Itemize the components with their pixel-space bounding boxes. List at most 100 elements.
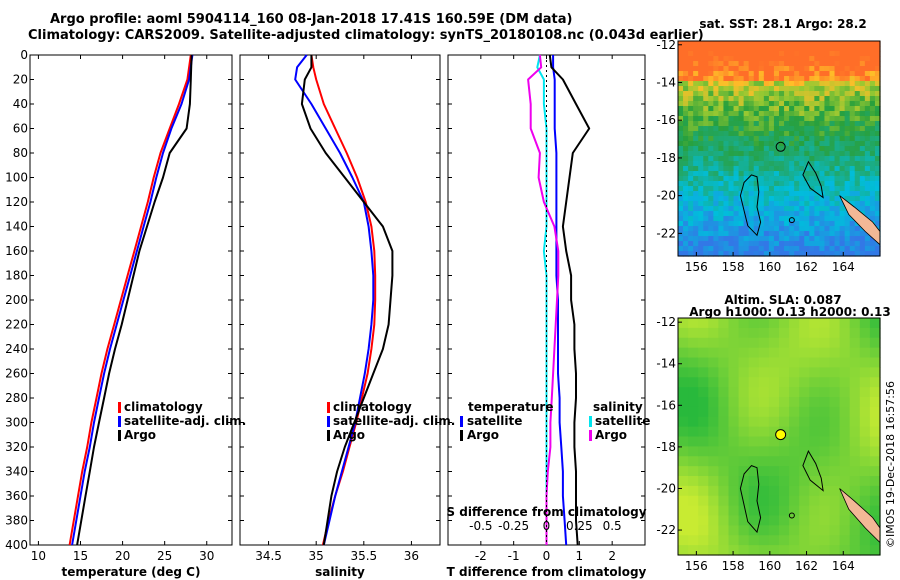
sst-map-cell <box>683 176 689 182</box>
sst-map-cell <box>698 201 704 207</box>
sla-map-cell <box>779 505 790 517</box>
sst-map-cell <box>768 181 775 187</box>
sla-map-cell <box>839 347 851 359</box>
sst-map-cell <box>708 141 714 147</box>
sst-map-cell <box>693 146 699 152</box>
sst-map-cell <box>814 91 820 97</box>
sst-map-cell <box>698 141 704 147</box>
sst-map-cell <box>758 111 765 117</box>
sst-map-cell <box>849 251 856 257</box>
sst-map-cell <box>819 251 826 257</box>
sst-map-cell <box>839 76 846 82</box>
sst-map-cell <box>804 181 810 187</box>
sst-map-cell <box>693 116 699 122</box>
sst-map-cell <box>773 71 780 77</box>
sst-map-cell <box>723 41 730 47</box>
sst-map-cell <box>834 91 841 97</box>
sst-map-cell <box>743 56 750 62</box>
sst-map-cell <box>753 111 760 117</box>
sst-map-cell <box>713 206 719 212</box>
sla-map-cell <box>849 397 861 408</box>
sst-map-cell <box>794 141 800 147</box>
ytick-label: 80 <box>13 146 28 160</box>
sst-map-cell <box>834 141 841 147</box>
sst-map-cell <box>713 96 719 102</box>
sst-map-cell <box>814 51 820 57</box>
sst-map-cell <box>728 116 735 122</box>
sla-map-cell <box>849 446 861 457</box>
sst-map-cell <box>698 156 704 162</box>
sst-map-cell <box>763 206 770 212</box>
sla-map-cell <box>688 327 699 339</box>
sst-map-cell <box>859 46 866 52</box>
sst-map-cell <box>713 131 719 137</box>
series-line-satellite-adj-clim- <box>71 54 194 546</box>
sst-map-cell <box>738 66 745 72</box>
sst-map-cell <box>683 236 689 242</box>
legend-label: Argo <box>333 428 365 442</box>
sst-map-cell <box>839 141 846 147</box>
ytick-label: 180 <box>5 269 28 283</box>
sla-map-cell <box>768 426 780 438</box>
sst-map-cell <box>779 161 785 167</box>
sst-map-cell <box>864 91 871 97</box>
sst-map-cell <box>859 91 866 97</box>
sla-map-cell <box>698 485 709 497</box>
sst-map-cell <box>819 241 826 247</box>
sst-map-cell <box>738 71 745 77</box>
sst-map-cell <box>814 141 820 147</box>
sla-map-cell <box>859 426 871 438</box>
sst-map-cell <box>784 56 790 62</box>
sla-map-cell <box>748 466 760 477</box>
sst-map-cell <box>723 246 730 252</box>
sst-map-cell <box>713 221 719 227</box>
sst-map-cell <box>849 241 856 247</box>
sst-map-cell <box>688 81 694 87</box>
sst-map-cell <box>864 201 871 207</box>
sst-map-cell <box>693 111 699 117</box>
sst-map-cell <box>854 181 861 187</box>
sla-map-cell <box>758 406 770 418</box>
sst-map-cell <box>819 161 826 167</box>
sst-map-cell <box>844 51 851 57</box>
sst-map-cell <box>874 61 881 67</box>
sla-map-cell <box>718 466 730 477</box>
sst-map-cell <box>688 211 694 217</box>
sst-map-cell <box>814 101 820 107</box>
sst-map-cell <box>794 246 800 252</box>
sst-map-cell <box>779 226 785 232</box>
sst-map-cell <box>723 191 730 197</box>
sla-map-cell <box>789 525 800 536</box>
sst-map-cell <box>809 136 815 142</box>
sst-map-cell <box>819 41 826 47</box>
series-line-climatology <box>68 54 192 546</box>
sst-map-cell <box>703 186 709 192</box>
sla-map-cell <box>708 466 719 477</box>
sla-map-cell <box>799 318 810 329</box>
sst-map-cell <box>844 161 851 167</box>
sst-map-cell <box>839 226 846 232</box>
sst-map-cell <box>809 81 815 87</box>
sst-map-cell <box>829 196 836 202</box>
sst-map-cell <box>693 131 699 137</box>
sla-map-cell <box>819 446 831 457</box>
sst-map-cell <box>708 216 714 222</box>
sst-map-cell <box>874 111 881 117</box>
sst-map-cell <box>859 56 866 62</box>
sla-map-cell <box>758 327 770 339</box>
sst-map-cell <box>809 186 815 192</box>
sst-map-cell <box>824 206 831 212</box>
sst-map-cell <box>708 211 714 217</box>
sst-map-cell <box>703 246 709 252</box>
sla-map-cell <box>748 347 760 359</box>
sst-map-cell <box>779 56 785 62</box>
sst-map-cell <box>683 56 689 62</box>
sst-map-cell <box>819 121 826 127</box>
sst-map-cell <box>794 136 800 142</box>
sst-map-cell <box>733 46 740 52</box>
sla-map-cell <box>809 495 820 507</box>
sst-map-cell <box>723 161 730 167</box>
sst-map-cell <box>753 116 760 122</box>
sst-map-cell <box>678 191 684 197</box>
sst-map-cell <box>869 206 876 212</box>
